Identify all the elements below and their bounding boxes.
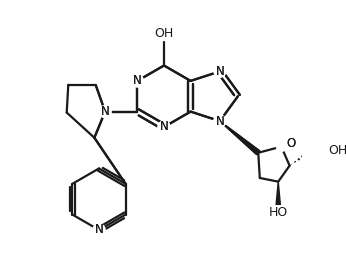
- Circle shape: [214, 115, 226, 127]
- Text: N: N: [133, 75, 142, 87]
- Circle shape: [131, 75, 143, 87]
- Polygon shape: [276, 182, 280, 205]
- Circle shape: [215, 66, 225, 77]
- Circle shape: [158, 121, 170, 133]
- Polygon shape: [220, 121, 260, 155]
- Circle shape: [214, 115, 226, 127]
- Text: O: O: [286, 137, 295, 150]
- Text: HO: HO: [268, 206, 288, 219]
- Text: N: N: [94, 224, 103, 237]
- Circle shape: [99, 106, 111, 117]
- Circle shape: [158, 121, 170, 133]
- Text: O: O: [286, 137, 295, 150]
- Text: N: N: [160, 120, 169, 133]
- Text: OH: OH: [154, 28, 174, 40]
- Circle shape: [99, 106, 111, 117]
- Text: N: N: [101, 105, 109, 118]
- Text: OH: OH: [154, 28, 174, 40]
- Text: N: N: [216, 65, 224, 78]
- Text: N: N: [160, 120, 169, 133]
- Text: N: N: [216, 114, 224, 128]
- Circle shape: [214, 66, 226, 77]
- Circle shape: [131, 75, 143, 87]
- Circle shape: [93, 224, 105, 236]
- Text: N: N: [216, 65, 224, 78]
- Text: N: N: [101, 105, 109, 118]
- Text: OH: OH: [328, 144, 346, 157]
- Circle shape: [276, 142, 286, 151]
- Text: N: N: [94, 224, 103, 237]
- Text: N: N: [216, 114, 224, 128]
- Text: N: N: [133, 75, 142, 87]
- Circle shape: [93, 224, 105, 236]
- Polygon shape: [220, 121, 260, 155]
